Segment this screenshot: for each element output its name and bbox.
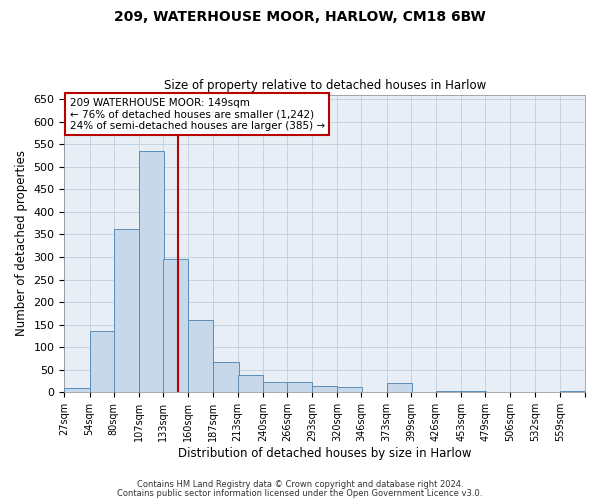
Y-axis label: Number of detached properties: Number of detached properties xyxy=(15,150,28,336)
Text: Contains public sector information licensed under the Open Government Licence v3: Contains public sector information licen… xyxy=(118,488,482,498)
X-axis label: Distribution of detached houses by size in Harlow: Distribution of detached houses by size … xyxy=(178,447,472,460)
Bar xyxy=(287,382,312,392)
Text: Contains HM Land Registry data © Crown copyright and database right 2024.: Contains HM Land Registry data © Crown c… xyxy=(137,480,463,489)
Bar xyxy=(114,229,139,392)
Bar xyxy=(386,384,412,392)
Bar xyxy=(312,386,337,392)
Title: Size of property relative to detached houses in Harlow: Size of property relative to detached ho… xyxy=(164,79,486,92)
Bar xyxy=(214,362,239,392)
Bar xyxy=(238,375,263,392)
Bar xyxy=(337,387,362,392)
Bar xyxy=(139,151,164,392)
Bar xyxy=(163,259,188,392)
Bar xyxy=(64,388,89,392)
Bar xyxy=(89,332,115,392)
Bar xyxy=(263,382,288,392)
Text: 209 WATERHOUSE MOOR: 149sqm
← 76% of detached houses are smaller (1,242)
24% of : 209 WATERHOUSE MOOR: 149sqm ← 76% of det… xyxy=(70,98,325,130)
Bar xyxy=(188,320,214,392)
Text: 209, WATERHOUSE MOOR, HARLOW, CM18 6BW: 209, WATERHOUSE MOOR, HARLOW, CM18 6BW xyxy=(114,10,486,24)
